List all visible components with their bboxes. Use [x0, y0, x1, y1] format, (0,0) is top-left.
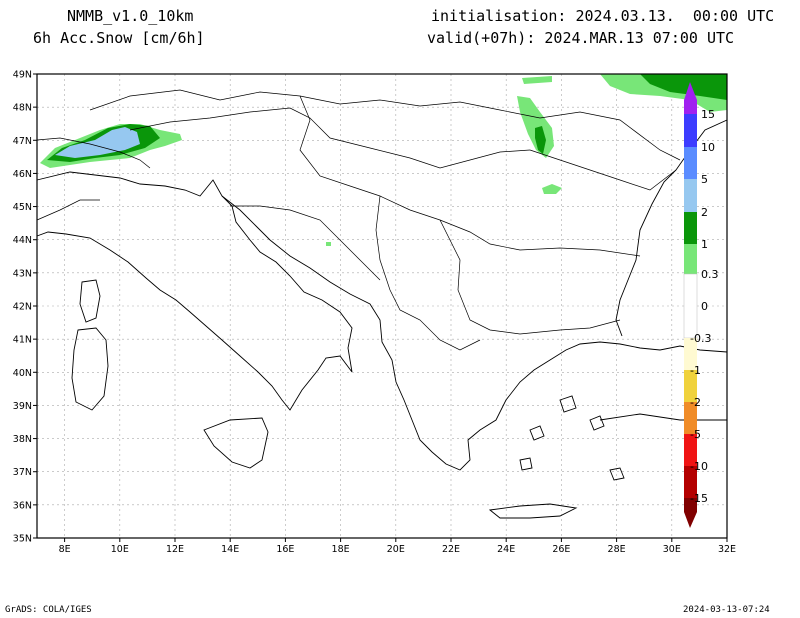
- lon-tick-label: 10E: [111, 544, 129, 555]
- lat-tick-label: 46N: [13, 169, 32, 180]
- lat-tick-label: 38N: [13, 434, 32, 445]
- borders: [36, 89, 681, 351]
- colorbar-arrow-bottom: [684, 498, 697, 528]
- lon-axis: 8E 10E 12E 14E 16E 18E 20E 22E 24E 26E 28E 30E 32E: [59, 538, 736, 555]
- colorbar-swatch-neg03-1: [684, 338, 697, 370]
- lon-tick-label: 12E: [166, 544, 184, 555]
- colorbar-swatch-neg5-10: [684, 434, 697, 466]
- grads-credit: GrADS: COLA/IGES: [5, 605, 92, 615]
- lon-tick-label: 20E: [387, 544, 405, 555]
- lat-tick-label: 45N: [13, 202, 32, 213]
- colorbar-swatch-neg1-2: [684, 370, 697, 402]
- colorbar-label: -5: [690, 428, 701, 441]
- lat-tick-label: 49N: [13, 70, 32, 81]
- colorbar-label: 15: [701, 108, 715, 121]
- field-title: 6h Acc.Snow [cm/6h]: [33, 29, 205, 47]
- lat-axis: 35N 36N 37N 38N 39N 40N 41N 42N 43N 44N 45N 46N 47N 4…: [13, 70, 37, 545]
- lon-tick-label: 28E: [608, 544, 626, 555]
- lat-tick-label: 43N: [13, 268, 32, 279]
- lat-tick-label: 48N: [13, 103, 32, 114]
- colorbar-label: 1: [701, 238, 708, 251]
- grid-lines: [37, 73, 728, 539]
- lat-tick-label: 37N: [13, 467, 32, 478]
- lon-tick-label: 26E: [552, 544, 570, 555]
- colorbar-label: 0.3: [701, 268, 719, 281]
- colorbar-label: -0.3: [690, 332, 711, 345]
- lat-tick-label: 39N: [13, 401, 32, 412]
- colorbar-label: 5: [701, 173, 708, 186]
- lon-tick-label: 18E: [332, 544, 350, 555]
- colorbar-label: 10: [701, 141, 715, 154]
- snow-area-alps-heavy: [55, 127, 140, 158]
- lon-tick-label: 30E: [663, 544, 681, 555]
- snow-area-ukraine-small: [542, 184, 562, 194]
- colorbar-label: -15: [690, 492, 708, 505]
- lon-tick-label: 16E: [276, 544, 294, 555]
- lat-tick-label: 47N: [13, 136, 32, 147]
- snow-area-ukraine-core: [535, 126, 546, 154]
- colorbar-swatch-2-5: [684, 179, 697, 212]
- colorbar: 15 10 5 2 1 0.3 0 -0.3 -1 -2 -5 -10 -15: [683, 82, 719, 528]
- lon-tick-label: 22E: [442, 544, 460, 555]
- colorbar-arrow-top: [684, 82, 697, 114]
- colorbar-swatch-zero: [683, 273, 698, 339]
- colorbar-swatch-neg2-5: [684, 402, 697, 434]
- colorbar-swatch-03-1: [684, 244, 697, 274]
- init-time: initialisation: 2024.03.13. 00:00 UTC: [431, 7, 775, 25]
- colorbar-swatch-5-10: [684, 147, 697, 179]
- lat-tick-label: 40N: [13, 368, 32, 379]
- lat-tick-label: 35N: [13, 534, 32, 545]
- snow-area-north: [522, 76, 552, 84]
- generated-timestamp: 2024-03-13-07:24: [683, 605, 770, 615]
- lon-tick-label: 32E: [718, 544, 736, 555]
- lon-tick-label: 24E: [497, 544, 515, 555]
- lon-tick-label: 14E: [221, 544, 239, 555]
- lat-tick-label: 44N: [13, 235, 32, 246]
- colorbar-label: 2: [701, 206, 708, 219]
- snow-area-dinaric: [326, 242, 331, 246]
- colorbar-label: -10: [690, 460, 708, 473]
- colorbar-label: 0: [701, 300, 708, 313]
- valid-time: valid(+07h): 2024.MAR.13 07:00 UTC: [427, 29, 735, 47]
- lat-tick-label: 42N: [13, 302, 32, 313]
- colorbar-label: -1: [690, 364, 701, 377]
- model-title: NMMB_v1.0_10km: [67, 7, 194, 25]
- snow-area-northeast-core: [640, 74, 727, 100]
- colorbar-swatch-10-15: [684, 114, 697, 147]
- lat-tick-label: 36N: [13, 500, 32, 511]
- colorbar-swatch-1-2: [684, 212, 697, 244]
- colorbar-swatch-neg10-15: [684, 466, 697, 498]
- lon-tick-label: 8E: [59, 544, 71, 555]
- colorbar-label: -2: [690, 396, 701, 409]
- lat-tick-label: 41N: [13, 335, 32, 346]
- snow-areas: [40, 74, 727, 246]
